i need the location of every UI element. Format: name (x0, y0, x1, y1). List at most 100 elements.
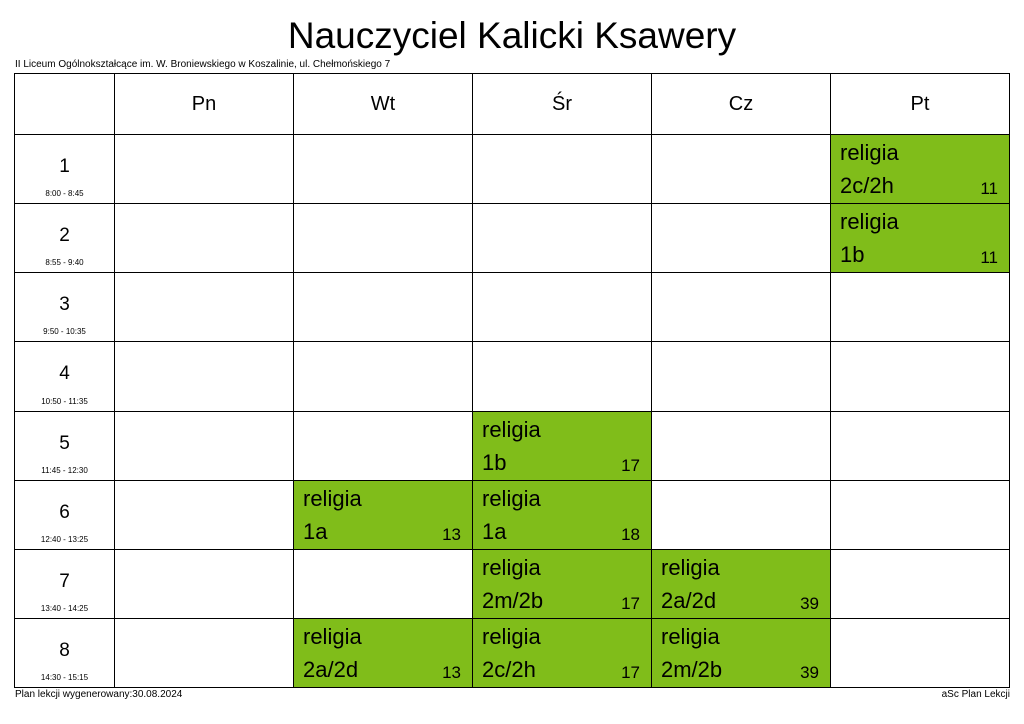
day-header-wt: Wt (293, 73, 473, 135)
lesson-cell[interactable]: religia 2a/2d 13 (293, 617, 473, 689)
empty-cell (651, 341, 831, 412)
period-row: 3 9:50 - 10:35 (14, 272, 1010, 343)
period-row: 4 10:50 - 11:35 (14, 341, 1010, 412)
period-label-cell: 3 9:50 - 10:35 (14, 272, 115, 343)
period-row: 1 8:00 - 8:45 religia 2c/2h 11 (14, 133, 1010, 205)
lesson-subject: religia (303, 485, 362, 511)
empty-cell (293, 548, 473, 619)
lesson-cell[interactable]: religia 2m/2b 17 (472, 548, 652, 619)
empty-cell (651, 272, 831, 343)
period-number: 8 (59, 639, 70, 661)
empty-cell (293, 341, 473, 412)
period-label-cell: 8 14:30 - 15:15 (14, 617, 115, 689)
lesson-class: 2a/2d (661, 587, 717, 613)
lesson-room: 11 (980, 179, 998, 198)
period-label-cell: 7 13:40 - 14:25 (14, 548, 115, 619)
lesson-room: 11 (980, 248, 998, 268)
empty-cell (293, 272, 473, 343)
empty-cell (830, 479, 1010, 550)
period-label-cell: 2 8:55 - 9:40 (14, 203, 115, 274)
empty-cell (651, 203, 831, 274)
empty-cell (293, 410, 473, 481)
empty-cell (830, 341, 1010, 412)
lesson-subject: religia (482, 485, 541, 511)
period-row: 8 14:30 - 15:15 religia 2a/2d 13 religia 2c/2h… (14, 617, 1010, 689)
period-number: 5 (59, 432, 70, 454)
timetable-grid: Pn Wt Śr Cz Pt 1 8:00 - 8:45 religia 2c/2h 1… (14, 73, 1010, 689)
empty-cell (472, 272, 652, 343)
empty-cell (830, 617, 1010, 689)
corner-cell (14, 73, 115, 135)
empty-cell (830, 272, 1010, 343)
lesson-class: 2m/2b (482, 587, 544, 613)
lesson-cell[interactable]: religia 2c/2h 11 (830, 133, 1010, 205)
empty-cell (293, 203, 473, 274)
period-row: 7 13:40 - 14:25 religia 2m/2b 17 religia 2a/2d… (14, 548, 1010, 619)
lesson-room: 13 (442, 524, 461, 544)
empty-cell (472, 133, 652, 205)
lesson-cell[interactable]: religia 1b 17 (472, 410, 652, 481)
lesson-room: 17 (621, 662, 640, 682)
empty-cell (114, 341, 294, 412)
app-name: aSc Plan Lekcji (941, 689, 1010, 700)
period-number: 4 (59, 363, 70, 385)
lesson-class: 1b (482, 449, 507, 475)
period-time: 14:30 - 15:15 (40, 673, 89, 682)
lesson-cell[interactable]: religia 2c/2h 17 (472, 617, 652, 689)
period-number: 7 (59, 570, 70, 592)
empty-cell (114, 203, 294, 274)
lesson-subject: religia (661, 623, 720, 649)
period-label-cell: 4 10:50 - 11:35 (14, 341, 115, 412)
empty-cell (114, 479, 294, 550)
lesson-subject: religia (661, 554, 720, 580)
lesson-subject: religia (840, 140, 899, 165)
period-row: 5 11:45 - 12:30 religia 1b 17 (14, 410, 1010, 481)
lesson-subject: religia (840, 209, 899, 235)
period-time: 9:50 - 10:35 (43, 327, 86, 337)
lesson-cell[interactable]: religia 1a 18 (472, 479, 652, 550)
period-time: 11:45 - 12:30 (41, 465, 88, 475)
lesson-subject: religia (482, 554, 541, 580)
period-time: 13:40 - 14:25 (40, 603, 89, 613)
day-header-cz: Cz (651, 73, 831, 135)
lesson-cell[interactable]: religia 2m/2b 39 (651, 617, 831, 689)
lesson-class: 1a (482, 518, 507, 544)
empty-cell (472, 341, 652, 412)
empty-cell (472, 203, 652, 274)
lesson-class: 2c/2h (840, 173, 894, 198)
empty-cell (293, 133, 473, 205)
empty-cell (830, 410, 1010, 481)
lesson-subject: religia (303, 623, 362, 649)
period-label-cell: 6 12:40 - 13:25 (14, 479, 115, 550)
lesson-room: 39 (800, 593, 819, 613)
lesson-class: 1a (303, 518, 328, 544)
period-label-cell: 1 8:00 - 8:45 (14, 133, 115, 205)
empty-cell (651, 410, 831, 481)
lesson-class: 1b (840, 242, 865, 268)
header-row: Pn Wt Śr Cz Pt (14, 73, 1010, 135)
day-header-sr: Śr (472, 73, 652, 135)
period-number: 6 (59, 501, 70, 523)
lesson-cell[interactable]: religia 1a 13 (293, 479, 473, 550)
period-number: 3 (59, 294, 70, 316)
generated-date: Plan lekcji wygenerowany:30.08.2024 (15, 689, 183, 700)
period-time: 8:55 - 9:40 (45, 258, 84, 268)
school-name: II Liceum Ogólnokształcące im. W. Bronie… (15, 59, 391, 70)
lesson-room: 13 (442, 662, 461, 682)
period-number: 1 (59, 156, 70, 177)
page-title: Nauczyciel Kalicki Ksawery (287, 15, 737, 56)
lesson-room: 17 (621, 593, 640, 613)
empty-cell (114, 410, 294, 481)
lesson-class: 2a/2d (303, 656, 359, 682)
period-row: 2 8:55 - 9:40 religia 1b 11 (14, 203, 1010, 274)
lesson-cell[interactable]: religia 2a/2d 39 (651, 548, 831, 619)
empty-cell (114, 133, 294, 205)
lesson-cell[interactable]: religia 1b 11 (830, 203, 1010, 274)
empty-cell (651, 133, 831, 205)
period-label-cell: 5 11:45 - 12:30 (14, 410, 115, 481)
period-time: 8:00 - 8:45 (45, 189, 84, 199)
empty-cell (114, 617, 294, 689)
period-number: 2 (59, 225, 70, 247)
lesson-subject: religia (482, 623, 541, 649)
day-header-pn: Pn (114, 73, 294, 135)
